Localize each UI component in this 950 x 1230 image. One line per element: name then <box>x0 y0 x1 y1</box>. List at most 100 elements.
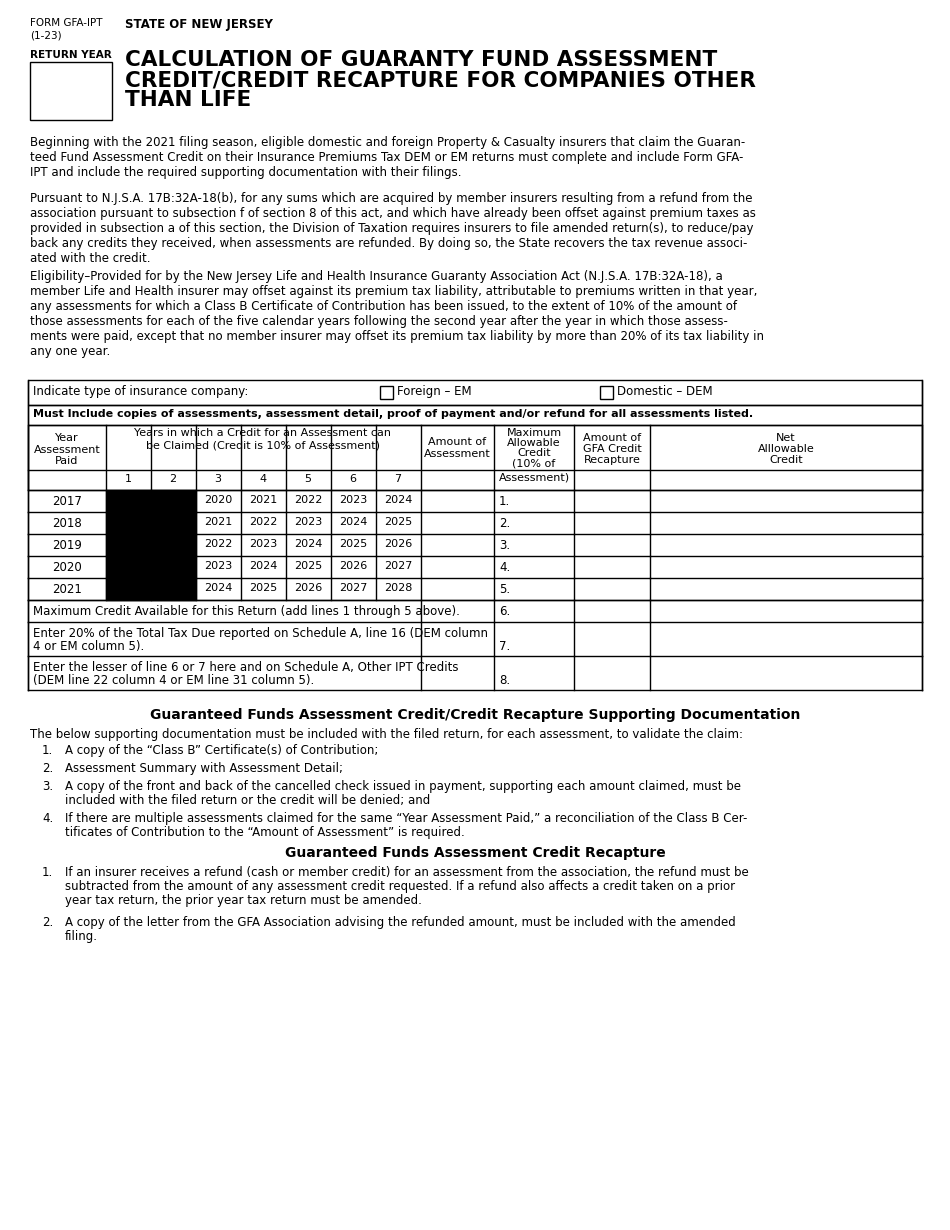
Text: (1-23): (1-23) <box>30 30 62 41</box>
Text: Enter 20% of the Total Tax Due reported on Schedule A, line 16 (DEM column: Enter 20% of the Total Tax Due reported … <box>33 627 488 640</box>
Text: 2027: 2027 <box>339 583 368 593</box>
Text: 2018: 2018 <box>52 517 82 530</box>
Text: 4.: 4. <box>42 812 53 825</box>
Bar <box>106 534 151 556</box>
Bar <box>151 490 196 512</box>
Text: 1.: 1. <box>42 866 53 879</box>
Text: Years in which a Credit for an Assessment can: Years in which a Credit for an Assessmen… <box>135 428 391 438</box>
Text: 2024: 2024 <box>249 561 277 571</box>
Text: be Claimed (Credit is 10% of Assessment): be Claimed (Credit is 10% of Assessment) <box>146 440 380 450</box>
Text: 2024: 2024 <box>204 583 232 593</box>
Text: 2027: 2027 <box>384 561 412 571</box>
Bar <box>151 578 196 600</box>
Bar <box>151 556 196 578</box>
Text: Enter the lesser of line 6 or 7 here and on Schedule A, Other IPT Credits: Enter the lesser of line 6 or 7 here and… <box>33 661 459 674</box>
Text: Maximum Credit Available for this Return (add lines 1 through 5 above).: Maximum Credit Available for this Return… <box>33 605 460 617</box>
Bar <box>106 512 151 534</box>
Text: Allowable: Allowable <box>507 438 560 448</box>
Text: filing.: filing. <box>65 930 98 943</box>
Text: 2.: 2. <box>42 763 53 775</box>
Text: 5: 5 <box>305 474 312 483</box>
Bar <box>106 578 151 600</box>
Text: Credit: Credit <box>770 455 803 465</box>
Text: 3.: 3. <box>499 539 510 552</box>
Text: Year
Assessment
Paid: Year Assessment Paid <box>33 433 101 466</box>
Text: A copy of the front and back of the cancelled check issued in payment, supportin: A copy of the front and back of the canc… <box>65 780 741 793</box>
Text: FORM GFA-IPT: FORM GFA-IPT <box>30 18 103 28</box>
Text: 2021: 2021 <box>204 517 232 526</box>
Text: (DEM line 22 column 4 or EM line 31 column 5).: (DEM line 22 column 4 or EM line 31 colu… <box>33 674 314 688</box>
Text: Foreign – EM: Foreign – EM <box>397 385 471 399</box>
Text: 6.: 6. <box>499 605 510 617</box>
Bar <box>151 512 196 534</box>
Text: 2026: 2026 <box>294 583 322 593</box>
Text: 2021: 2021 <box>249 494 277 506</box>
Text: 3: 3 <box>215 474 221 483</box>
Bar <box>600 386 613 399</box>
Text: 4 or EM column 5).: 4 or EM column 5). <box>33 640 144 653</box>
Text: 2026: 2026 <box>384 539 412 549</box>
Text: 2025: 2025 <box>249 583 277 593</box>
Text: 1.: 1. <box>42 744 53 756</box>
Text: 2026: 2026 <box>339 561 367 571</box>
Text: Pursuant to N.J.S.A. 17B:32A-18(b), for any sums which are acquired by member in: Pursuant to N.J.S.A. 17B:32A-18(b), for … <box>30 192 756 264</box>
Bar <box>28 380 922 405</box>
Text: Must Include copies of assessments, assessment detail, proof of payment and/or r: Must Include copies of assessments, asse… <box>33 410 753 419</box>
Text: GFA Credit: GFA Credit <box>582 444 641 454</box>
Text: 2022: 2022 <box>204 539 232 549</box>
Text: 2022: 2022 <box>249 517 277 526</box>
Text: Credit: Credit <box>517 448 551 458</box>
Bar <box>106 556 151 578</box>
Text: 2: 2 <box>169 474 177 483</box>
Text: 1: 1 <box>124 474 131 483</box>
Text: CALCULATION OF GUARANTY FUND ASSESSMENT: CALCULATION OF GUARANTY FUND ASSESSMENT <box>125 50 717 70</box>
Text: 2025: 2025 <box>294 561 322 571</box>
Text: Maximum: Maximum <box>506 428 561 438</box>
Text: THAN LIFE: THAN LIFE <box>125 90 251 109</box>
Text: Net: Net <box>776 433 796 443</box>
Text: Assessment Summary with Assessment Detail;: Assessment Summary with Assessment Detai… <box>65 763 343 775</box>
Text: 3.: 3. <box>42 780 53 793</box>
Text: 2023: 2023 <box>204 561 232 571</box>
Text: A copy of the “Class B” Certificate(s) of Contribution;: A copy of the “Class B” Certificate(s) o… <box>65 744 378 756</box>
Text: 2024: 2024 <box>339 517 368 526</box>
Text: Recapture: Recapture <box>583 455 640 465</box>
Text: Guaranteed Funds Assessment Credit/Credit Recapture Supporting Documentation: Guaranteed Funds Assessment Credit/Credi… <box>150 708 800 722</box>
Text: 2023: 2023 <box>249 539 277 549</box>
Bar <box>380 386 393 399</box>
Text: tificates of Contribution to the “Amount of Assessment” is required.: tificates of Contribution to the “Amount… <box>65 827 465 839</box>
Text: 1.: 1. <box>499 494 510 508</box>
Text: 2025: 2025 <box>339 539 367 549</box>
Text: 2017: 2017 <box>52 494 82 508</box>
Bar <box>28 405 922 426</box>
Text: 2.: 2. <box>499 517 510 530</box>
Text: Beginning with the 2021 filing season, eligible domestic and foreign Property & : Beginning with the 2021 filing season, e… <box>30 137 745 180</box>
Text: 2023: 2023 <box>294 517 322 526</box>
Text: (10% of: (10% of <box>512 458 556 467</box>
Text: 8.: 8. <box>499 674 510 688</box>
Text: 2028: 2028 <box>384 583 412 593</box>
Text: 2021: 2021 <box>52 583 82 597</box>
Text: Domestic – DEM: Domestic – DEM <box>617 385 712 399</box>
Bar <box>151 534 196 556</box>
Text: CREDIT/CREDIT RECAPTURE FOR COMPANIES OTHER: CREDIT/CREDIT RECAPTURE FOR COMPANIES OT… <box>125 70 756 90</box>
Text: 2.: 2. <box>42 916 53 929</box>
Text: STATE OF NEW JERSEY: STATE OF NEW JERSEY <box>125 18 273 31</box>
Text: Alllowable: Alllowable <box>758 444 814 454</box>
Text: included with the filed return or the credit will be denied; and: included with the filed return or the cr… <box>65 795 430 807</box>
Text: A copy of the letter from the GFA Association advising the refunded amount, must: A copy of the letter from the GFA Associ… <box>65 916 735 929</box>
Text: The below supporting documentation must be included with the filed return, for e: The below supporting documentation must … <box>30 728 743 740</box>
Text: 2022: 2022 <box>294 494 322 506</box>
Text: 2020: 2020 <box>52 561 82 574</box>
Text: 5.: 5. <box>499 583 510 597</box>
Bar <box>28 426 922 490</box>
Text: 6: 6 <box>350 474 356 483</box>
Text: Amount of: Amount of <box>428 437 486 446</box>
Text: Amount of: Amount of <box>583 433 641 443</box>
Text: 2023: 2023 <box>339 494 367 506</box>
Text: year tax return, the prior year tax return must be amended.: year tax return, the prior year tax retu… <box>65 894 422 907</box>
Text: RETURN YEAR: RETURN YEAR <box>30 50 112 60</box>
Text: 2020: 2020 <box>204 494 232 506</box>
Text: Guaranteed Funds Assessment Credit Recapture: Guaranteed Funds Assessment Credit Recap… <box>285 846 665 860</box>
Text: Assessment): Assessment) <box>499 474 570 483</box>
